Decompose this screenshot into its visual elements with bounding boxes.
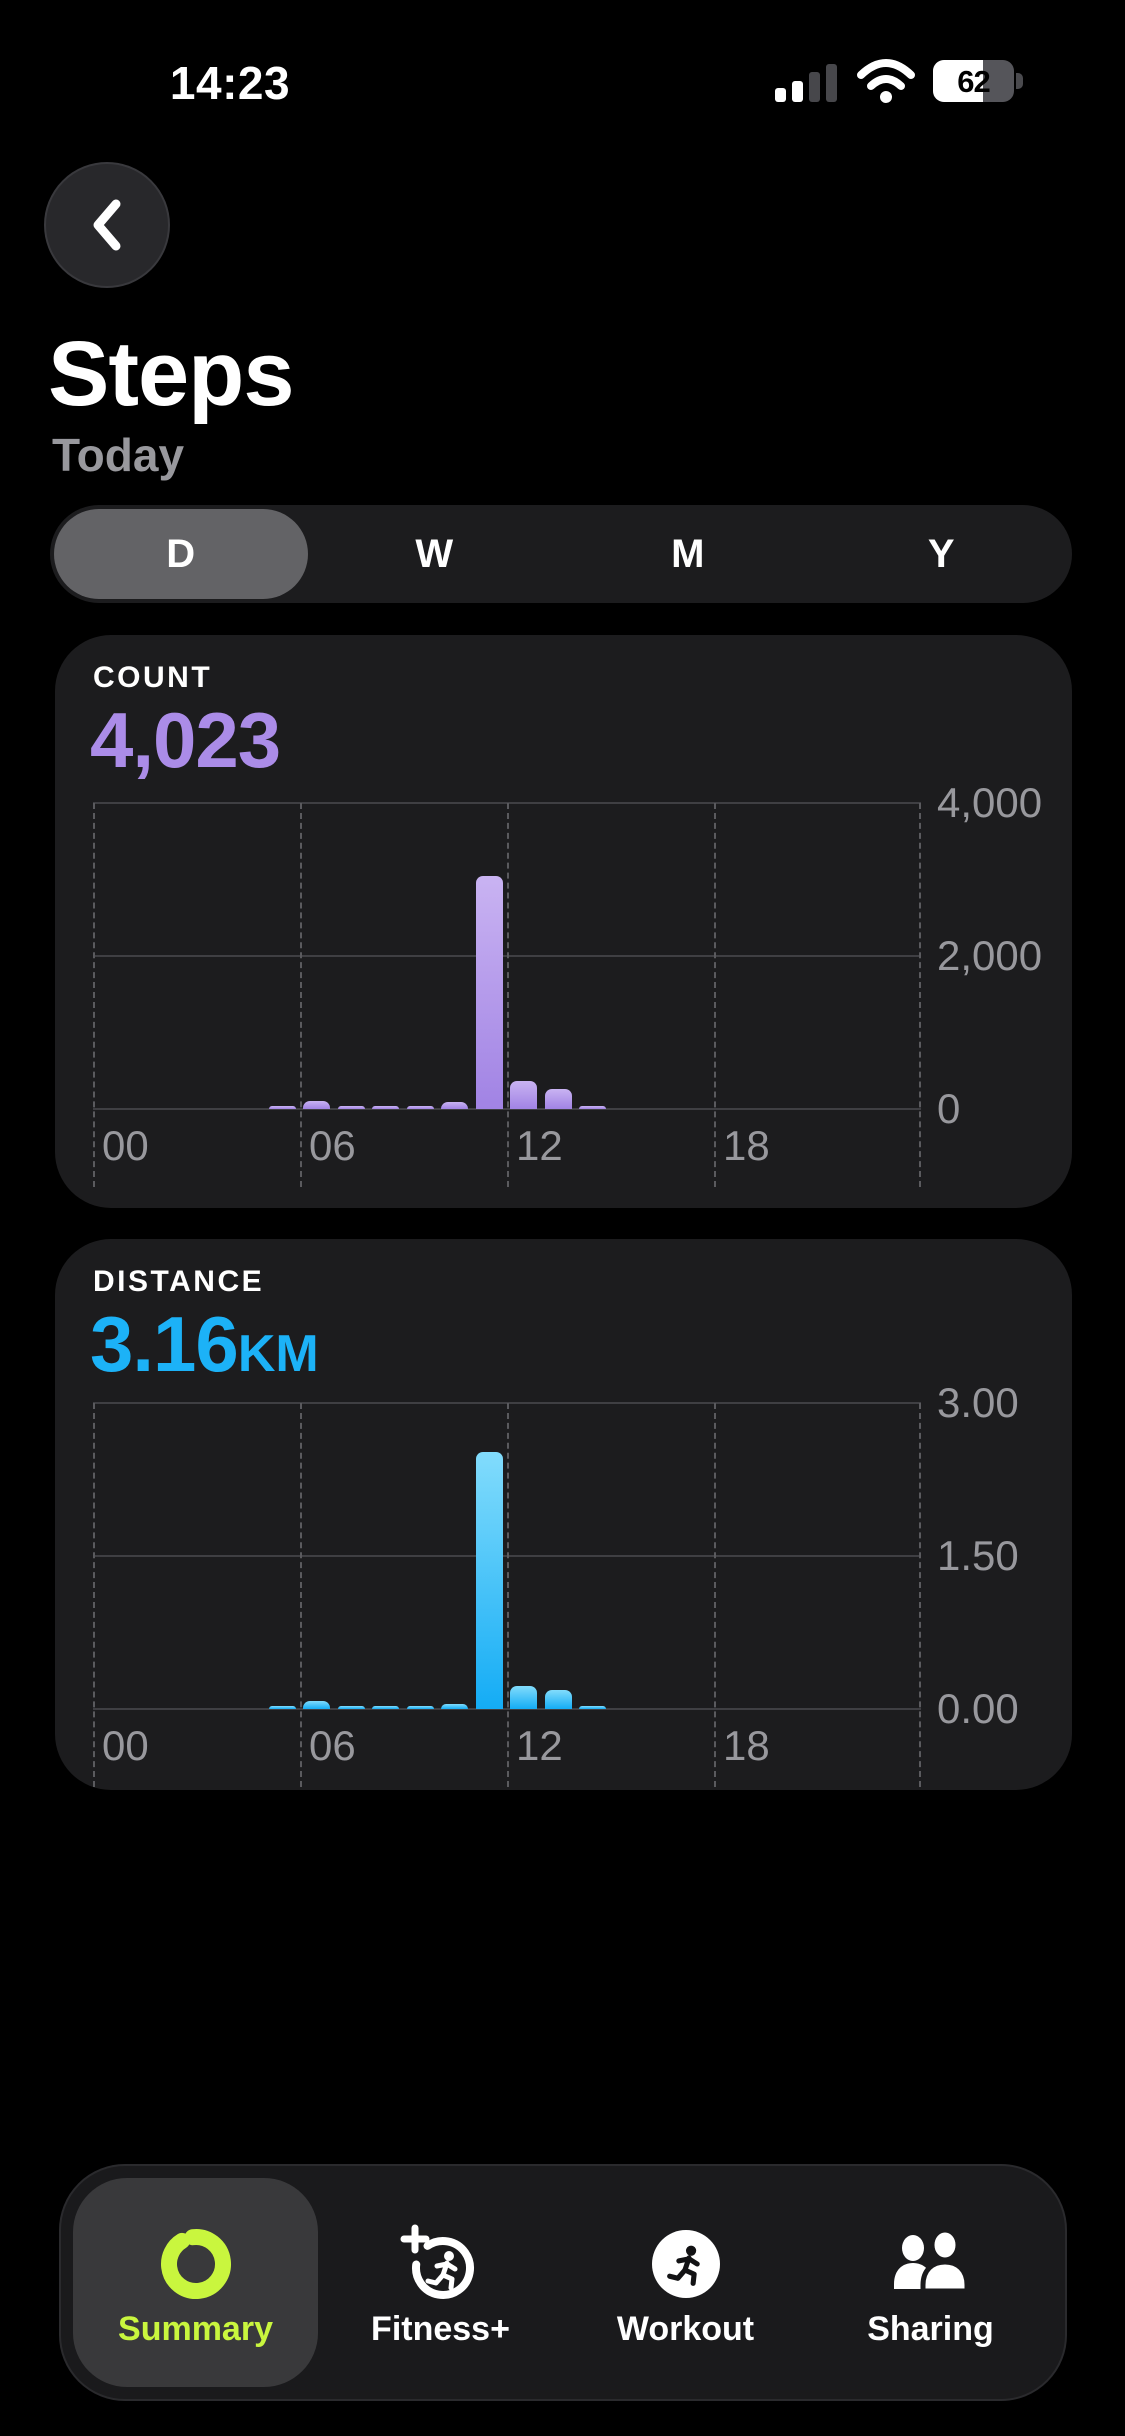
gridline-vertical-dashed (300, 803, 302, 1187)
segment-m[interactable]: M (561, 509, 815, 599)
y-axis-label: 3.00 (937, 1379, 1019, 1426)
distance-chart[interactable]: 00 06 12 18 0.00 1.50 3.00 (93, 1382, 1019, 1787)
distance-card-value: 3.16 KM (90, 1305, 319, 1383)
count-chart[interactable]: 00 06 12 18 0 2,000 4,000 (93, 782, 1042, 1187)
count-card-value: 4,023 (90, 696, 281, 784)
chevron-left-icon (93, 199, 121, 251)
distance-value: 3.16 (90, 1300, 239, 1388)
cellular-signal-icon (775, 64, 837, 102)
y-axis-label: 1.50 (937, 1532, 1019, 1579)
bar-hour-12 (510, 1080, 537, 1109)
battery-cap (1016, 73, 1023, 89)
bar-hour-5 (268, 1706, 296, 1709)
sharing-people-icon (887, 2220, 975, 2308)
workout-runner-icon (645, 2220, 727, 2308)
battery-body: 62 (933, 60, 1014, 102)
segment-d[interactable]: D (54, 509, 308, 599)
x-axis-label: 12 (516, 1722, 563, 1769)
bar-hour-13 (544, 1689, 572, 1709)
bar-hour-11 (475, 1451, 503, 1709)
gridline-vertical-dashed (93, 803, 95, 1187)
tab-workout[interactable]: Workout (563, 2178, 808, 2387)
tab-label: Workout (616, 2309, 755, 2348)
segment-y[interactable]: Y (815, 509, 1069, 599)
status-time: 14:23 (169, 57, 291, 109)
gridline-vertical-dashed (919, 803, 921, 1187)
fitness-plus-icon (399, 2220, 483, 2308)
gridline-vertical-dashed (300, 1403, 302, 1787)
tab-sharing[interactable]: Sharing (808, 2178, 1053, 2387)
gridline-vertical-dashed (93, 1403, 95, 1787)
y-axis-label: 0.00 (937, 1685, 1019, 1732)
bar-hour-7 (337, 1106, 365, 1109)
x-axis-label: 06 (309, 1722, 356, 1769)
x-axis-label: 00 (102, 1122, 149, 1169)
x-axis-label: 00 (102, 1722, 149, 1769)
page-title: Steps (48, 323, 295, 425)
status-icons: 62 (775, 58, 1023, 104)
bar-hour-8 (372, 1106, 399, 1109)
bar-hour-14 (579, 1705, 606, 1709)
gridline-vertical-dashed (507, 1403, 509, 1787)
bar-hour-11 (475, 875, 503, 1109)
tab-bar: Summary Fitness+ Workout Sharing (59, 2164, 1067, 2401)
bar-hour-7 (337, 1706, 365, 1709)
gridline-vertical-dashed (714, 1403, 716, 1787)
battery-fill (933, 60, 984, 102)
count-card: COUNT 4,023 00 06 12 18 0 2,000 4,000 (55, 635, 1072, 1208)
gridline-vertical-dashed (714, 803, 716, 1187)
distance-unit: KM (237, 1325, 319, 1383)
wifi-icon (857, 59, 915, 103)
count-value: 4,023 (90, 696, 281, 784)
tab-summary[interactable]: Summary (73, 2178, 318, 2387)
bar-hour-5 (268, 1106, 296, 1109)
gridline-vertical-dashed (919, 1403, 921, 1787)
tab-label: Summary (118, 2309, 273, 2348)
tab-label: Fitness+ (371, 2309, 510, 2348)
bar-hour-9 (406, 1106, 434, 1109)
distance-card: DISTANCE 3.16 KM 00 06 12 18 0.00 1.50 3.00 (55, 1239, 1072, 1790)
x-axis-label: 06 (309, 1122, 356, 1169)
bar-hour-6 (303, 1100, 330, 1109)
y-axis-label: 0 (937, 1085, 961, 1132)
bar-hour-8 (372, 1706, 399, 1709)
gridline-vertical-dashed (507, 803, 509, 1187)
activity-ring-icon (155, 2220, 237, 2308)
bar-hour-9 (406, 1706, 434, 1709)
bar-hour-6 (303, 1700, 330, 1709)
bar-hour-14 (579, 1106, 606, 1109)
tab-fitness-plus[interactable]: Fitness+ (318, 2178, 563, 2387)
count-card-title: COUNT (93, 661, 213, 694)
segment-w[interactable]: W (308, 509, 562, 599)
x-axis-label: 18 (723, 1122, 770, 1169)
battery-icon: 62 (933, 60, 1023, 102)
y-axis-label: 2,000 (937, 932, 1043, 979)
x-axis-label: 18 (723, 1722, 770, 1769)
bar-hour-10 (441, 1102, 468, 1109)
x-axis-label: 12 (516, 1122, 563, 1169)
battery-percent: 62 (957, 64, 990, 99)
back-button[interactable] (44, 162, 170, 288)
y-axis-label: 4,000 (937, 779, 1043, 826)
page-subtitle: Today (52, 429, 185, 481)
bar-hour-13 (544, 1088, 572, 1109)
tab-label: Sharing (867, 2309, 994, 2348)
distance-card-title: DISTANCE (93, 1265, 265, 1298)
bar-hour-12 (510, 1685, 537, 1709)
bar-hour-10 (441, 1703, 468, 1709)
